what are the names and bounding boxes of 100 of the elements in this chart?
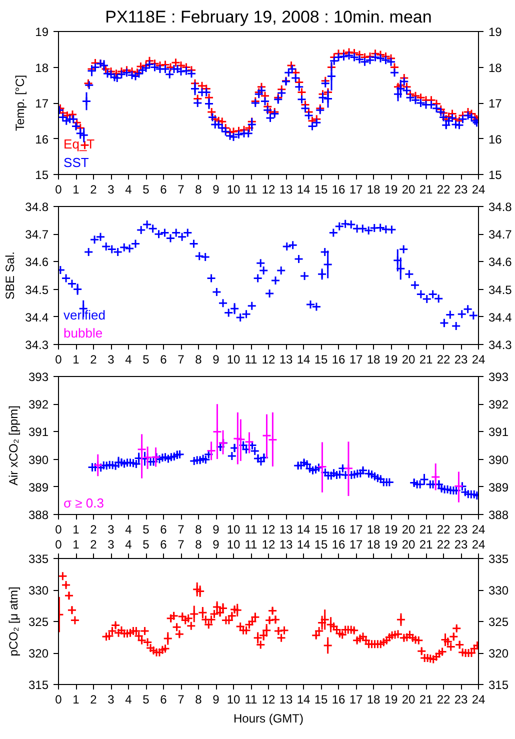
x2-tick-label: 19 bbox=[384, 692, 398, 706]
x2-tick-label: 0 bbox=[55, 692, 62, 706]
y-tick-label: 34.3 bbox=[25, 338, 49, 352]
y2-tick-label: 17 bbox=[488, 96, 502, 110]
x-tick-label: 17 bbox=[349, 522, 363, 536]
x-tick-label: 10 bbox=[226, 538, 240, 552]
y-tick-label: 390 bbox=[28, 452, 49, 467]
x-tick-label: 10 bbox=[226, 352, 240, 366]
x-tick-label: 4 bbox=[125, 538, 132, 552]
x-tick-label: 0 bbox=[55, 352, 62, 366]
x-tick-label: 9 bbox=[212, 522, 220, 536]
x-tick-label: 0 bbox=[55, 522, 62, 536]
x-tick-label: 15 bbox=[314, 352, 328, 366]
y-tick-label: 330 bbox=[28, 584, 49, 598]
x-tick-label: 18 bbox=[366, 522, 380, 536]
y-tick-label: 320 bbox=[28, 646, 49, 660]
x-tick-label: 17 bbox=[349, 352, 363, 366]
x-tick-label: 8 bbox=[195, 522, 202, 536]
y-axis-title: Temp. [°C] bbox=[13, 74, 28, 132]
x-tick-label: 18 bbox=[366, 538, 380, 552]
x-tick-label: 16 bbox=[332, 522, 346, 536]
x2-tick-label: 22 bbox=[436, 692, 450, 706]
legend-label: bubble bbox=[64, 325, 103, 340]
x-tick-label: 19 bbox=[384, 352, 398, 366]
x-tick-label: 12 bbox=[262, 352, 276, 366]
x-tick-label: 22 bbox=[436, 182, 450, 196]
x-tick-label: 22 bbox=[436, 352, 450, 366]
y-tick-label: 315 bbox=[28, 678, 49, 692]
y2-tick-label: 392 bbox=[488, 398, 509, 412]
y2-tick-label: 34.5 bbox=[488, 282, 512, 297]
x2-tick-label: 20 bbox=[402, 692, 416, 706]
y-tick-label: 34.8 bbox=[25, 200, 49, 214]
y2-tick-label: 34.4 bbox=[488, 310, 512, 324]
y2-tick-label: 390 bbox=[488, 452, 509, 467]
x-tick-label: 11 bbox=[244, 352, 258, 366]
y2-tick-label: 315 bbox=[488, 678, 509, 692]
x-tick-label: 24 bbox=[472, 522, 486, 536]
x-tick-label: 19 bbox=[384, 182, 398, 196]
x2-tick-label: 24 bbox=[472, 692, 486, 706]
y-tick-label: 19 bbox=[35, 25, 49, 39]
y-tick-label: 16 bbox=[35, 132, 49, 146]
x2-tick-label: 6 bbox=[160, 692, 168, 706]
x-tick-label: 1 bbox=[72, 522, 80, 536]
y-tick-label: 393 bbox=[28, 370, 49, 384]
x-tick-label: 7 bbox=[178, 182, 185, 196]
x-tick-label: 2 bbox=[90, 352, 98, 366]
x2-tick-label: 12 bbox=[262, 692, 276, 706]
x-tick-label: 22 bbox=[436, 522, 450, 536]
series-label: SST bbox=[64, 155, 89, 170]
x2-tick-label: 3 bbox=[108, 692, 115, 706]
x-tick-label: 12 bbox=[262, 522, 276, 536]
chart-title: PX118E : February 19, 2008 : 10min. mean bbox=[105, 8, 432, 26]
x-tick-label: 9 bbox=[212, 538, 220, 552]
x-tick-label: 5 bbox=[142, 352, 150, 366]
x2-tick-label: 21 bbox=[419, 692, 433, 706]
y-tick-label: 34.7 bbox=[25, 228, 49, 242]
x-tick-label: 12 bbox=[262, 182, 276, 196]
x-tick-label: 15 bbox=[314, 522, 328, 536]
y-tick-label: 325 bbox=[28, 615, 49, 629]
x2-tick-label: 2 bbox=[90, 692, 98, 706]
y2-tick-label: 335 bbox=[488, 552, 509, 566]
x-tick-label: 17 bbox=[349, 182, 363, 196]
x2-tick-label: 23 bbox=[454, 692, 468, 706]
x2-tick-label: 17 bbox=[349, 692, 363, 706]
series-label: verified bbox=[64, 307, 106, 322]
x2-tick-label: 18 bbox=[366, 692, 380, 706]
x-tick-label: 4 bbox=[125, 182, 132, 196]
x-tick-label: 2 bbox=[90, 522, 98, 536]
x-tick-label: 23 bbox=[454, 538, 468, 552]
x2-tick-label: 10 bbox=[226, 692, 240, 706]
x2-tick-label: 4 bbox=[125, 692, 132, 706]
x2-tick-label: 1 bbox=[72, 692, 80, 706]
x-tick-label: 2 bbox=[90, 182, 98, 196]
x-tick-label: 3 bbox=[108, 538, 115, 552]
x2-tick-label: 14 bbox=[296, 692, 310, 706]
y-tick-label: 17 bbox=[35, 96, 49, 110]
y2-tick-label: 388 bbox=[488, 508, 509, 522]
x-tick-label: 21 bbox=[419, 538, 433, 552]
x-tick-label: 7 bbox=[178, 522, 185, 536]
y2-tick-label: 389 bbox=[488, 480, 509, 494]
x-tick-label: 5 bbox=[142, 182, 150, 196]
x-tick-label: 18 bbox=[366, 182, 380, 196]
x-tick-label: 8 bbox=[195, 352, 202, 366]
x-tick-label: 6 bbox=[160, 538, 168, 552]
y2-tick-label: 19 bbox=[488, 25, 502, 39]
x2-tick-label: 16 bbox=[332, 692, 346, 706]
x-tick-label: 14 bbox=[296, 538, 310, 552]
text: σ ≥ 0.3 bbox=[64, 495, 104, 510]
x-tick-label: 2 bbox=[90, 538, 98, 552]
y2-tick-label: 325 bbox=[488, 615, 509, 629]
x-tick-label: 13 bbox=[279, 182, 293, 196]
x-tick-label: 16 bbox=[332, 182, 346, 196]
x-tick-label: 11 bbox=[244, 522, 258, 536]
y2-tick-label: 393 bbox=[488, 370, 509, 384]
x-tick-label: 0 bbox=[55, 182, 62, 196]
y2-tick-label: 34.7 bbox=[488, 228, 512, 242]
y-tick-label: 34.5 bbox=[25, 282, 49, 297]
x-tick-label: 10 bbox=[226, 522, 240, 536]
x-tick-label: 16 bbox=[332, 538, 346, 552]
y2-tick-label: 391 bbox=[488, 425, 509, 440]
